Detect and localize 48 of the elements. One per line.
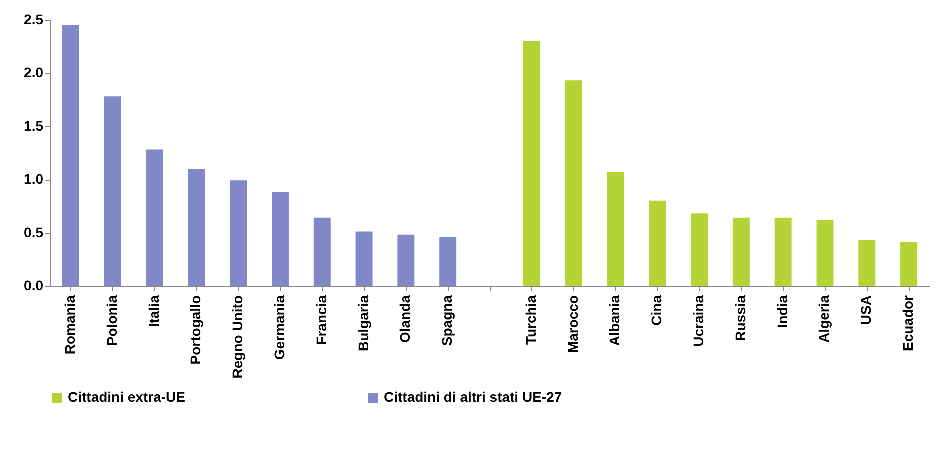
y-tick-label: 2.5 bbox=[24, 12, 44, 28]
x-tick-label: USA bbox=[858, 296, 874, 326]
x-tick-label: Marocco bbox=[564, 296, 581, 354]
x-tick-label: Ucraina bbox=[690, 295, 707, 347]
x-tick-label: Regno Unito bbox=[230, 296, 246, 379]
y-tick-label: 0.0 bbox=[24, 278, 44, 294]
x-tick-label: Ecuador bbox=[900, 294, 916, 352]
y-tick-label: 0.5 bbox=[24, 224, 44, 240]
x-tick-label: Francia bbox=[313, 295, 330, 346]
x-tick-label: Turchia bbox=[522, 295, 539, 346]
x-tick-label: Portogallo bbox=[188, 296, 204, 365]
y-tick-label: 2.0 bbox=[24, 64, 44, 81]
bar bbox=[440, 237, 457, 286]
bar bbox=[732, 218, 750, 286]
x-tick-label: Olanda bbox=[397, 295, 414, 343]
x-tick-label: Romania bbox=[62, 295, 78, 355]
y-tick-label: 1.0 bbox=[24, 171, 44, 188]
x-tick-label: Russia bbox=[732, 295, 748, 342]
x-tick-label: Germania bbox=[271, 295, 288, 360]
x-tick-label: Italia bbox=[146, 295, 162, 328]
bar bbox=[314, 218, 331, 286]
bar bbox=[356, 232, 373, 286]
x-tick-label: Albania bbox=[606, 295, 623, 346]
bar bbox=[104, 96, 122, 286]
bar bbox=[272, 192, 289, 286]
x-tick-label: Polonia bbox=[104, 295, 120, 346]
y-tick-label: 1.5 bbox=[24, 118, 44, 134]
x-tick-label: Spagna bbox=[439, 295, 456, 346]
x-tick-label: India bbox=[774, 295, 790, 328]
bar bbox=[774, 218, 792, 286]
x-tick-label: Algeria bbox=[816, 295, 832, 343]
bar bbox=[62, 25, 80, 286]
legend-label: Cittadini extra-UE bbox=[68, 389, 186, 405]
bar bbox=[146, 150, 164, 286]
x-tick-label: Bulgaria bbox=[355, 295, 372, 352]
bar bbox=[858, 240, 876, 286]
bar bbox=[691, 214, 708, 286]
bar bbox=[523, 41, 540, 286]
bar bbox=[398, 234, 415, 286]
legend-label: Cittadini di altri stati UE-27 bbox=[384, 389, 562, 405]
bar bbox=[188, 168, 206, 286]
bar bbox=[607, 172, 624, 286]
bar bbox=[816, 220, 834, 286]
bar bbox=[900, 242, 918, 286]
bar bbox=[649, 200, 666, 286]
bar bbox=[230, 180, 248, 286]
x-tick-label: Cina bbox=[648, 295, 665, 326]
bar bbox=[565, 80, 582, 286]
